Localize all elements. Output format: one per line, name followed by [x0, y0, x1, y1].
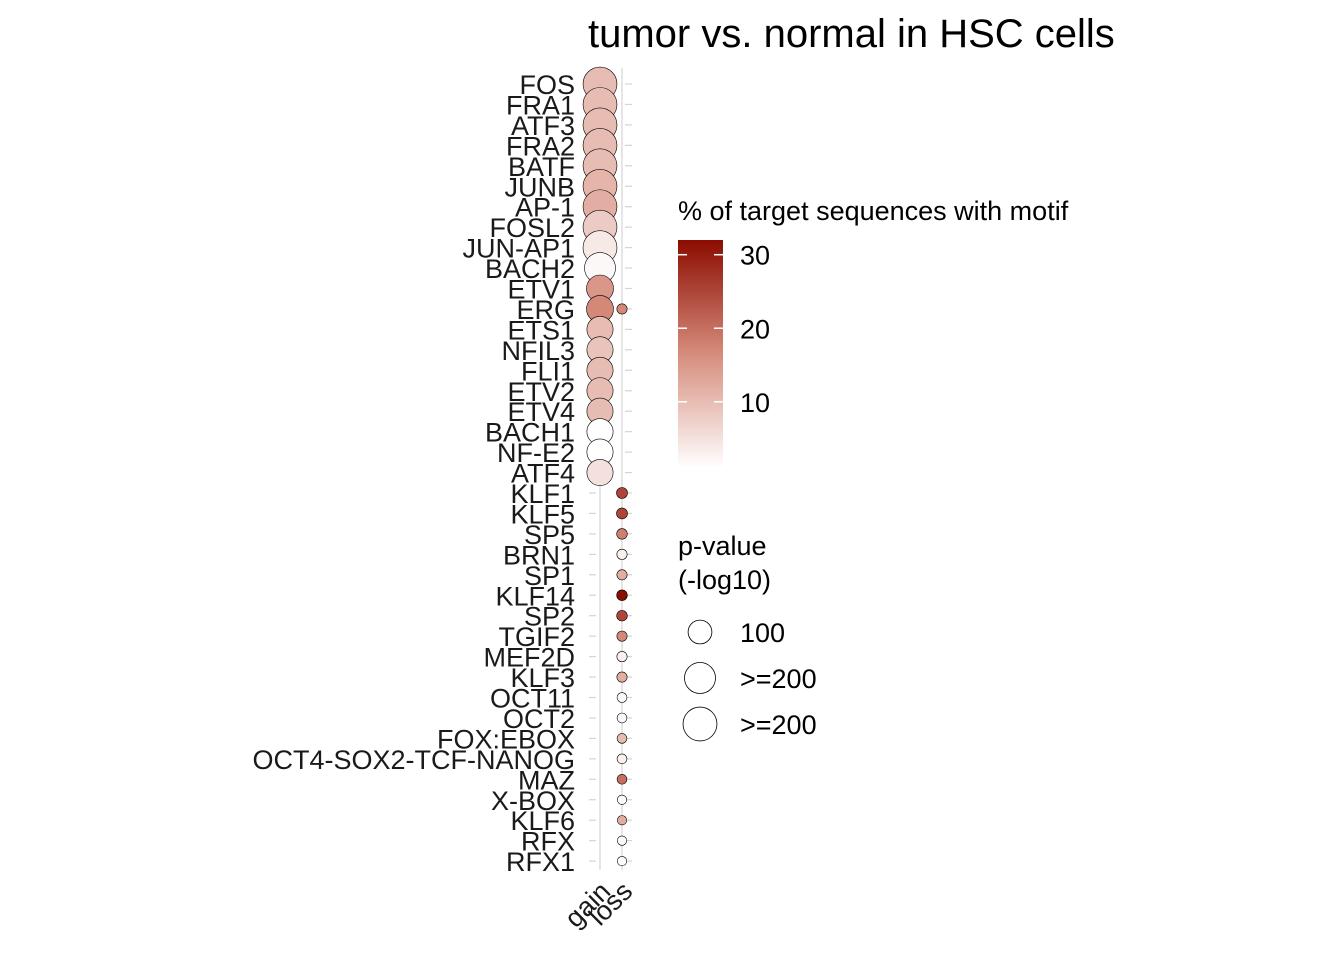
y-label-32: FOX:EBOX	[437, 724, 575, 754]
size-legend-label-2: >=200	[740, 710, 817, 740]
y-label-26: SP2	[524, 602, 575, 632]
point-X-BOX-loss	[616, 794, 628, 805]
y-label-16: ETV4	[507, 397, 575, 427]
color-tick-label-2: 30	[740, 241, 770, 271]
point-OCT4-SOX2-TCF-NANOG-loss	[616, 753, 628, 765]
point-KLF5-loss	[616, 507, 628, 520]
y-label-18: NF-E2	[497, 438, 575, 468]
y-label-25: KLF14	[495, 581, 575, 611]
y-label-27: TGIF2	[498, 622, 575, 652]
y-label-14: FLI1	[521, 356, 575, 386]
y-label-5: JUNB	[504, 172, 575, 202]
size-legend-title-line1: p-value	[678, 531, 767, 561]
y-label-19: ATF4	[511, 459, 575, 489]
point-ATF4-gain	[586, 459, 614, 486]
point-OCT2-loss	[616, 712, 628, 724]
y-label-24: SP1	[524, 561, 575, 591]
y-label-23: BRN1	[503, 540, 575, 570]
size-legend-title-line2: (-log10)	[678, 565, 771, 595]
y-label-34: MAZ	[518, 765, 575, 795]
point-RFX-loss	[616, 835, 628, 846]
y-label-21: KLF5	[510, 499, 575, 529]
y-label-28: MEF2D	[483, 643, 575, 673]
y-label-30: OCT11	[490, 684, 575, 714]
size-legend-circle-2	[682, 706, 718, 742]
y-label-12: ETS1	[507, 315, 575, 345]
color-tick-label-1: 20	[740, 314, 770, 344]
point-KLF1-loss	[616, 487, 628, 499]
point-BRN1-loss	[616, 548, 628, 560]
y-label-15: ETV2	[507, 377, 575, 407]
size-legend-circle-1	[684, 662, 716, 694]
y-label-4: BATF	[508, 152, 575, 182]
color-legend-title: % of target sequences with motif	[678, 196, 1069, 226]
y-label-35: X-BOX	[491, 786, 575, 816]
y-label-33: OCT4-SOX2-TCF-NANOG	[252, 745, 575, 775]
point-RFX1-loss	[616, 856, 628, 867]
size-legend-label-0: 100	[740, 618, 785, 648]
y-label-17: BACH1	[485, 418, 575, 448]
size-legend: p-value (-log10) 100 >=200 >=200	[678, 531, 817, 742]
data-points	[582, 66, 628, 867]
y-label-11: ERG	[516, 295, 575, 325]
y-axis-labels: FOSFRA1ATF3FRA2BATFJUNBAP-1FOSL2JUN-AP1B…	[252, 70, 575, 877]
point-MAZ-loss	[616, 774, 628, 785]
point-KLF14-loss	[616, 589, 628, 601]
color-bar	[678, 240, 723, 468]
point-KLF6-loss	[616, 815, 628, 826]
point-FOX:EBOX-loss	[616, 733, 628, 744]
color-legend-ticks: 10 20 30	[678, 241, 770, 418]
y-label-20: KLF1	[510, 479, 575, 509]
y-label-29: KLF3	[510, 663, 575, 693]
size-legend-label-1: >=200	[740, 664, 817, 694]
y-label-37: RFX	[521, 827, 575, 857]
point-KLF3-loss	[616, 671, 628, 683]
color-tick-label-0: 10	[740, 388, 770, 418]
point-ERG-loss	[616, 303, 628, 315]
y-label-38: RFX1	[506, 847, 575, 877]
point-SP5-loss	[616, 528, 628, 540]
y-label-22: SP5	[524, 520, 575, 550]
y-label-0: FOS	[519, 70, 575, 100]
y-label-13: NFIL3	[501, 336, 575, 366]
chart-title: tumor vs. normal in HSC cells	[588, 12, 1115, 56]
y-label-31: OCT2	[503, 704, 575, 734]
y-label-7: FOSL2	[489, 213, 575, 243]
y-label-1: FRA1	[506, 90, 575, 120]
point-MEF2D-loss	[616, 651, 628, 663]
point-SP1-loss	[616, 569, 628, 581]
y-label-6: AP-1	[515, 193, 575, 223]
y-label-10: ETV1	[507, 275, 575, 305]
color-legend: % of target sequences with motif 10 20 30	[678, 196, 1069, 468]
y-label-36: KLF6	[510, 806, 575, 836]
size-legend-circle-0	[687, 619, 713, 645]
y-label-3: FRA2	[506, 131, 575, 161]
point-OCT11-loss	[616, 692, 628, 703]
y-label-2: ATF3	[511, 111, 575, 141]
y-label-9: BACH2	[485, 254, 575, 284]
point-SP2-loss	[616, 610, 628, 622]
y-label-8: JUN-AP1	[462, 234, 575, 264]
point-TGIF2-loss	[616, 630, 628, 642]
